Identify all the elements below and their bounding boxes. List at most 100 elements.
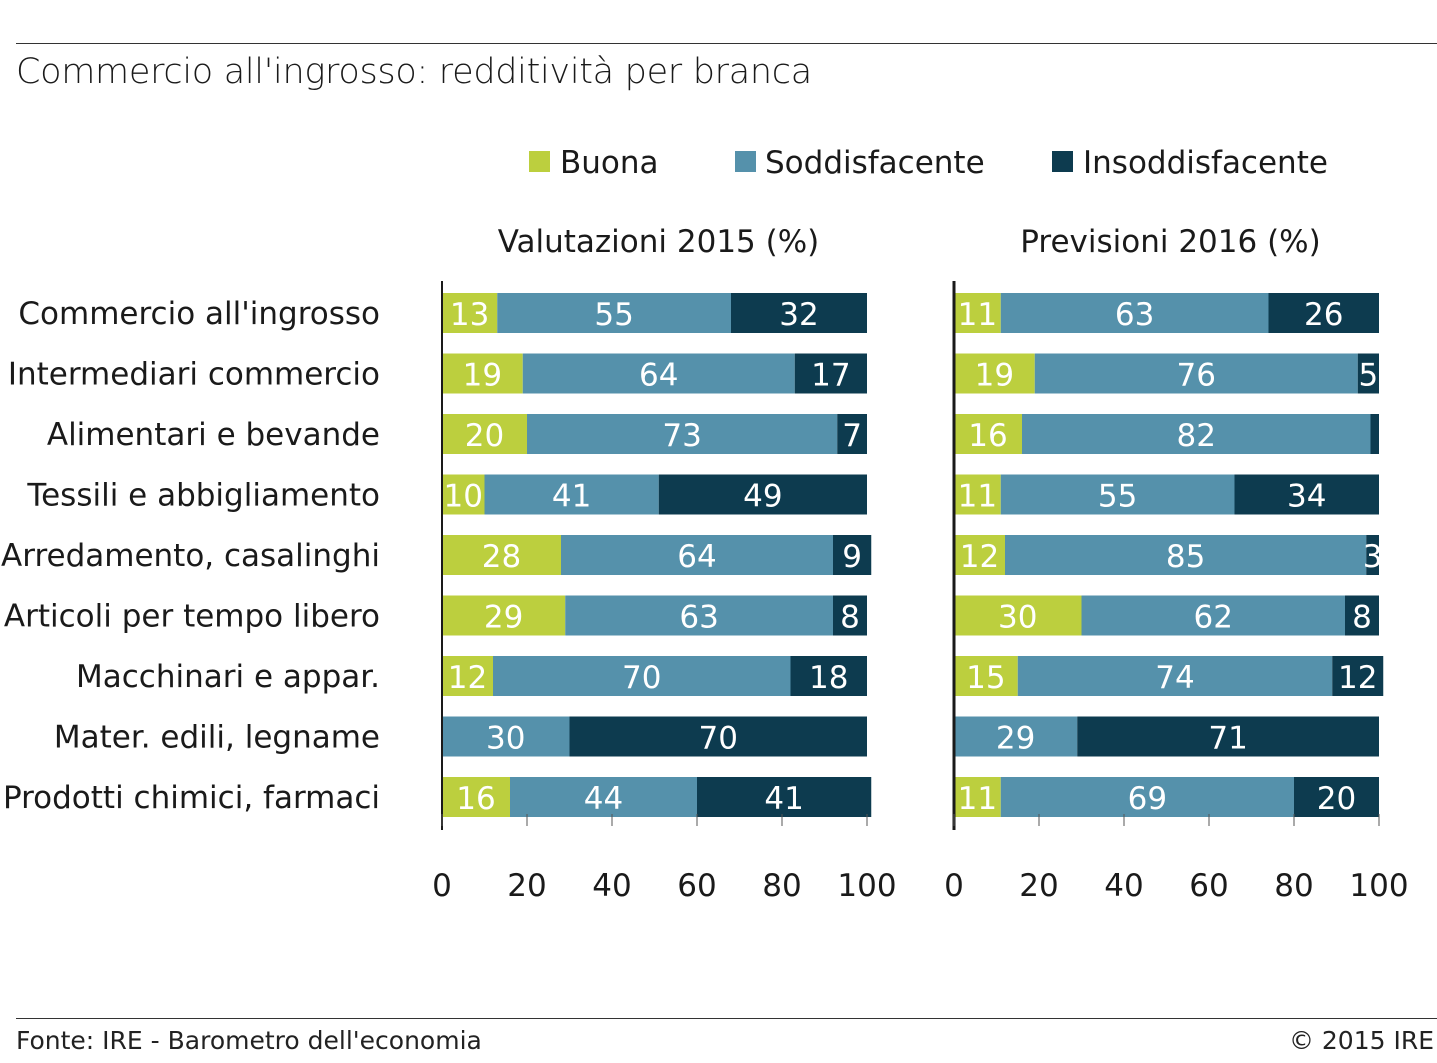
tick-label-valutazioni-2015-40: 40 <box>592 868 631 904</box>
category-label-macchinari-e-appar: Macchinari e appar. <box>76 659 380 695</box>
panel-title-valutazioni-2015: Valutazioni 2015 (%) <box>498 224 820 260</box>
chart-title: Commercio all'ingrosso: redditività per … <box>16 52 812 92</box>
bar-valutazioni-2015-intermediari-commercio-insoddisfacente <box>794 353 867 394</box>
bar-valutazioni-2015-tessili-e-abbigliamento-insoddisfacente <box>658 474 867 515</box>
value-label-valutazioni-2015-intermediari-commercio-soddisfacente: 64 <box>639 358 678 394</box>
bar-valutazioni-2015-prodotti-chimici-farmaci-soddisfacente <box>510 777 697 817</box>
value-label-previsioni-2016-tessili-e-abbigliamento-soddisfacente: 55 <box>1098 479 1137 515</box>
tick-label-previsioni-2016-60: 60 <box>1189 868 1228 904</box>
bar-valutazioni-2015-mater-edili-legname-insoddisfacente <box>569 716 867 757</box>
value-label-previsioni-2016-articoli-per-tempo-libero-insoddisfacente: 8 <box>1352 600 1372 636</box>
value-label-valutazioni-2015-arredamento-casalinghi-buona: 28 <box>482 539 521 575</box>
value-label-previsioni-2016-intermediari-commercio-insoddisfacente: 5 <box>1359 358 1379 394</box>
value-label-previsioni-2016-prodotti-chimici-farmaci-insoddisfacente: 20 <box>1317 781 1356 817</box>
value-label-previsioni-2016-commercio-all-ingrosso-insoddisfacente: 26 <box>1304 297 1343 333</box>
bar-valutazioni-2015-arredamento-casalinghi-buona <box>442 535 561 575</box>
bar-previsioni-2016-macchinari-e-appar-soddisfacente <box>1017 656 1333 696</box>
value-label-valutazioni-2015-articoli-per-tempo-libero-soddisfacente: 63 <box>679 600 718 636</box>
category-label-alimentari-e-bevande: Alimentari e bevande <box>47 417 380 453</box>
value-label-previsioni-2016-intermediari-commercio-soddisfacente: 76 <box>1177 358 1216 394</box>
panel-title-previsioni-2016: Previsioni 2016 (%) <box>1020 224 1320 260</box>
bar-previsioni-2016-prodotti-chimici-farmaci-insoddisfacente <box>1294 777 1379 817</box>
value-label-valutazioni-2015-intermediari-commercio-insoddisfacente: 17 <box>811 358 850 394</box>
value-label-valutazioni-2015-macchinari-e-appar-insoddisfacente: 18 <box>809 660 848 696</box>
bar-valutazioni-2015-prodotti-chimici-farmaci-insoddisfacente <box>697 777 872 817</box>
value-label-valutazioni-2015-commercio-all-ingrosso-insoddisfacente: 32 <box>779 297 818 333</box>
bar-valutazioni-2015-macchinari-e-appar-insoddisfacente <box>790 656 867 696</box>
value-label-previsioni-2016-articoli-per-tempo-libero-buona: 30 <box>998 600 1037 636</box>
bar-previsioni-2016-mater-edili-legname-insoddisfacente <box>1077 716 1379 757</box>
value-label-valutazioni-2015-arredamento-casalinghi-insoddisfacente: 9 <box>842 539 862 575</box>
value-label-valutazioni-2015-prodotti-chimici-farmaci-insoddisfacente: 41 <box>764 781 803 817</box>
legend-label-soddisfacente: Soddisfacente <box>765 145 985 181</box>
bar-valutazioni-2015-commercio-all-ingrosso-soddisfacente <box>497 293 731 333</box>
bar-previsioni-2016-arredamento-casalinghi-buona <box>954 535 1005 575</box>
value-label-valutazioni-2015-prodotti-chimici-farmaci-buona: 16 <box>456 781 495 817</box>
bar-previsioni-2016-intermediari-commercio-soddisfacente <box>1034 353 1358 394</box>
category-label-intermediari-commercio: Intermediari commercio <box>8 357 380 393</box>
value-label-previsioni-2016-prodotti-chimici-farmaci-soddisfacente: 69 <box>1128 781 1167 817</box>
value-label-valutazioni-2015-intermediari-commercio-buona: 19 <box>463 358 502 394</box>
tick-label-previsioni-2016-40: 40 <box>1104 868 1143 904</box>
value-label-valutazioni-2015-macchinari-e-appar-soddisfacente: 70 <box>622 660 661 696</box>
category-label-arredamento-casalinghi: Arredamento, casalinghi <box>1 538 380 574</box>
value-label-previsioni-2016-tessili-e-abbigliamento-insoddisfacente: 34 <box>1287 479 1326 515</box>
value-label-previsioni-2016-macchinari-e-appar-insoddisfacente: 12 <box>1338 660 1377 696</box>
bar-previsioni-2016-intermediari-commercio-insoddisfacente <box>1357 353 1379 394</box>
bar-valutazioni-2015-macchinari-e-appar-soddisfacente <box>493 656 791 696</box>
value-label-previsioni-2016-arredamento-casalinghi-insoddisfacente: 3 <box>1363 539 1383 575</box>
bar-valutazioni-2015-mater-edili-legname-soddisfacente <box>442 716 570 757</box>
value-label-valutazioni-2015-mater-edili-legname-soddisfacente: 30 <box>486 721 525 757</box>
bar-previsioni-2016-articoli-per-tempo-libero-buona <box>954 595 1082 636</box>
value-label-valutazioni-2015-articoli-per-tempo-libero-insoddisfacente: 8 <box>840 600 860 636</box>
legend-swatch-soddisfacente <box>735 151 756 172</box>
bar-valutazioni-2015-alimentari-e-bevande-soddisfacente <box>527 414 838 454</box>
bar-previsioni-2016-alimentari-e-bevande-buona <box>954 414 1022 454</box>
bar-valutazioni-2015-tessili-e-abbigliamento-soddisfacente <box>484 474 659 515</box>
legend-label-buona: Buona <box>560 145 659 181</box>
bar-previsioni-2016-arredamento-casalinghi-soddisfacente <box>1005 535 1367 575</box>
value-label-previsioni-2016-tessili-e-abbigliamento-buona: 11 <box>958 479 997 515</box>
value-label-previsioni-2016-commercio-all-ingrosso-buona: 11 <box>958 297 997 333</box>
value-label-valutazioni-2015-commercio-all-ingrosso-buona: 13 <box>450 297 489 333</box>
bar-previsioni-2016-prodotti-chimici-farmaci-buona <box>954 777 1001 817</box>
bar-previsioni-2016-prodotti-chimici-farmaci-soddisfacente <box>1000 777 1294 817</box>
bar-previsioni-2016-intermediari-commercio-buona <box>954 353 1035 394</box>
value-label-valutazioni-2015-prodotti-chimici-farmaci-soddisfacente: 44 <box>584 781 623 817</box>
footer-source: Fonte: IRE - Barometro dell'economia <box>16 1026 482 1055</box>
bar-previsioni-2016-alimentari-e-bevande-soddisfacente <box>1022 414 1371 454</box>
bar-valutazioni-2015-articoli-per-tempo-libero-buona <box>442 595 566 636</box>
value-label-previsioni-2016-arredamento-casalinghi-soddisfacente: 85 <box>1166 539 1205 575</box>
bar-valutazioni-2015-commercio-all-ingrosso-insoddisfacente <box>731 293 867 333</box>
category-label-tessili-e-abbigliamento: Tessili e abbigliamento <box>26 478 380 514</box>
bar-previsioni-2016-tessili-e-abbigliamento-insoddisfacente <box>1234 474 1379 515</box>
bar-valutazioni-2015-arredamento-casalinghi-soddisfacente <box>561 535 833 575</box>
value-label-valutazioni-2015-tessili-e-abbigliamento-buona: 10 <box>444 479 483 515</box>
bar-previsioni-2016-macchinari-e-appar-insoddisfacente <box>1332 656 1384 696</box>
value-label-valutazioni-2015-commercio-all-ingrosso-soddisfacente: 55 <box>594 297 633 333</box>
bar-valutazioni-2015-alimentari-e-bevande-insoddisfacente <box>837 414 867 454</box>
tick-label-previsioni-2016-0: 0 <box>944 868 964 904</box>
tick-label-valutazioni-2015-0: 0 <box>432 868 452 904</box>
footer-copyright: © 2015 IRE <box>1288 1026 1434 1055</box>
category-label-mater-edili-legname: Mater. edili, legname <box>54 720 380 756</box>
value-label-previsioni-2016-articoli-per-tempo-libero-soddisfacente: 62 <box>1194 600 1233 636</box>
bar-previsioni-2016-commercio-all-ingrosso-insoddisfacente <box>1268 293 1379 333</box>
bar-valutazioni-2015-macchinari-e-appar-buona <box>442 656 493 696</box>
value-label-previsioni-2016-alimentari-e-bevande-buona: 16 <box>968 418 1007 454</box>
tick-label-previsioni-2016-80: 80 <box>1274 868 1313 904</box>
bar-previsioni-2016-macchinari-e-appar-buona <box>954 656 1018 696</box>
value-label-previsioni-2016-intermediari-commercio-buona: 19 <box>975 358 1014 394</box>
value-label-valutazioni-2015-tessili-e-abbigliamento-soddisfacente: 41 <box>552 479 591 515</box>
bar-previsioni-2016-articoli-per-tempo-libero-soddisfacente <box>1081 595 1345 636</box>
value-label-previsioni-2016-macchinari-e-appar-buona: 15 <box>966 660 1005 696</box>
bar-valutazioni-2015-articoli-per-tempo-libero-insoddisfacente <box>833 595 867 636</box>
category-label-commercio-all-ingrosso: Commercio all'ingrosso <box>18 296 380 332</box>
bar-previsioni-2016-mater-edili-legname-soddisfacente <box>954 716 1078 757</box>
value-label-valutazioni-2015-articoli-per-tempo-libero-buona: 29 <box>484 600 523 636</box>
tick-label-valutazioni-2015-60: 60 <box>677 868 716 904</box>
bottom-rule <box>16 1018 1437 1019</box>
bar-previsioni-2016-tessili-e-abbigliamento-buona <box>954 474 1001 515</box>
bar-previsioni-2016-commercio-all-ingrosso-buona <box>954 293 1001 333</box>
